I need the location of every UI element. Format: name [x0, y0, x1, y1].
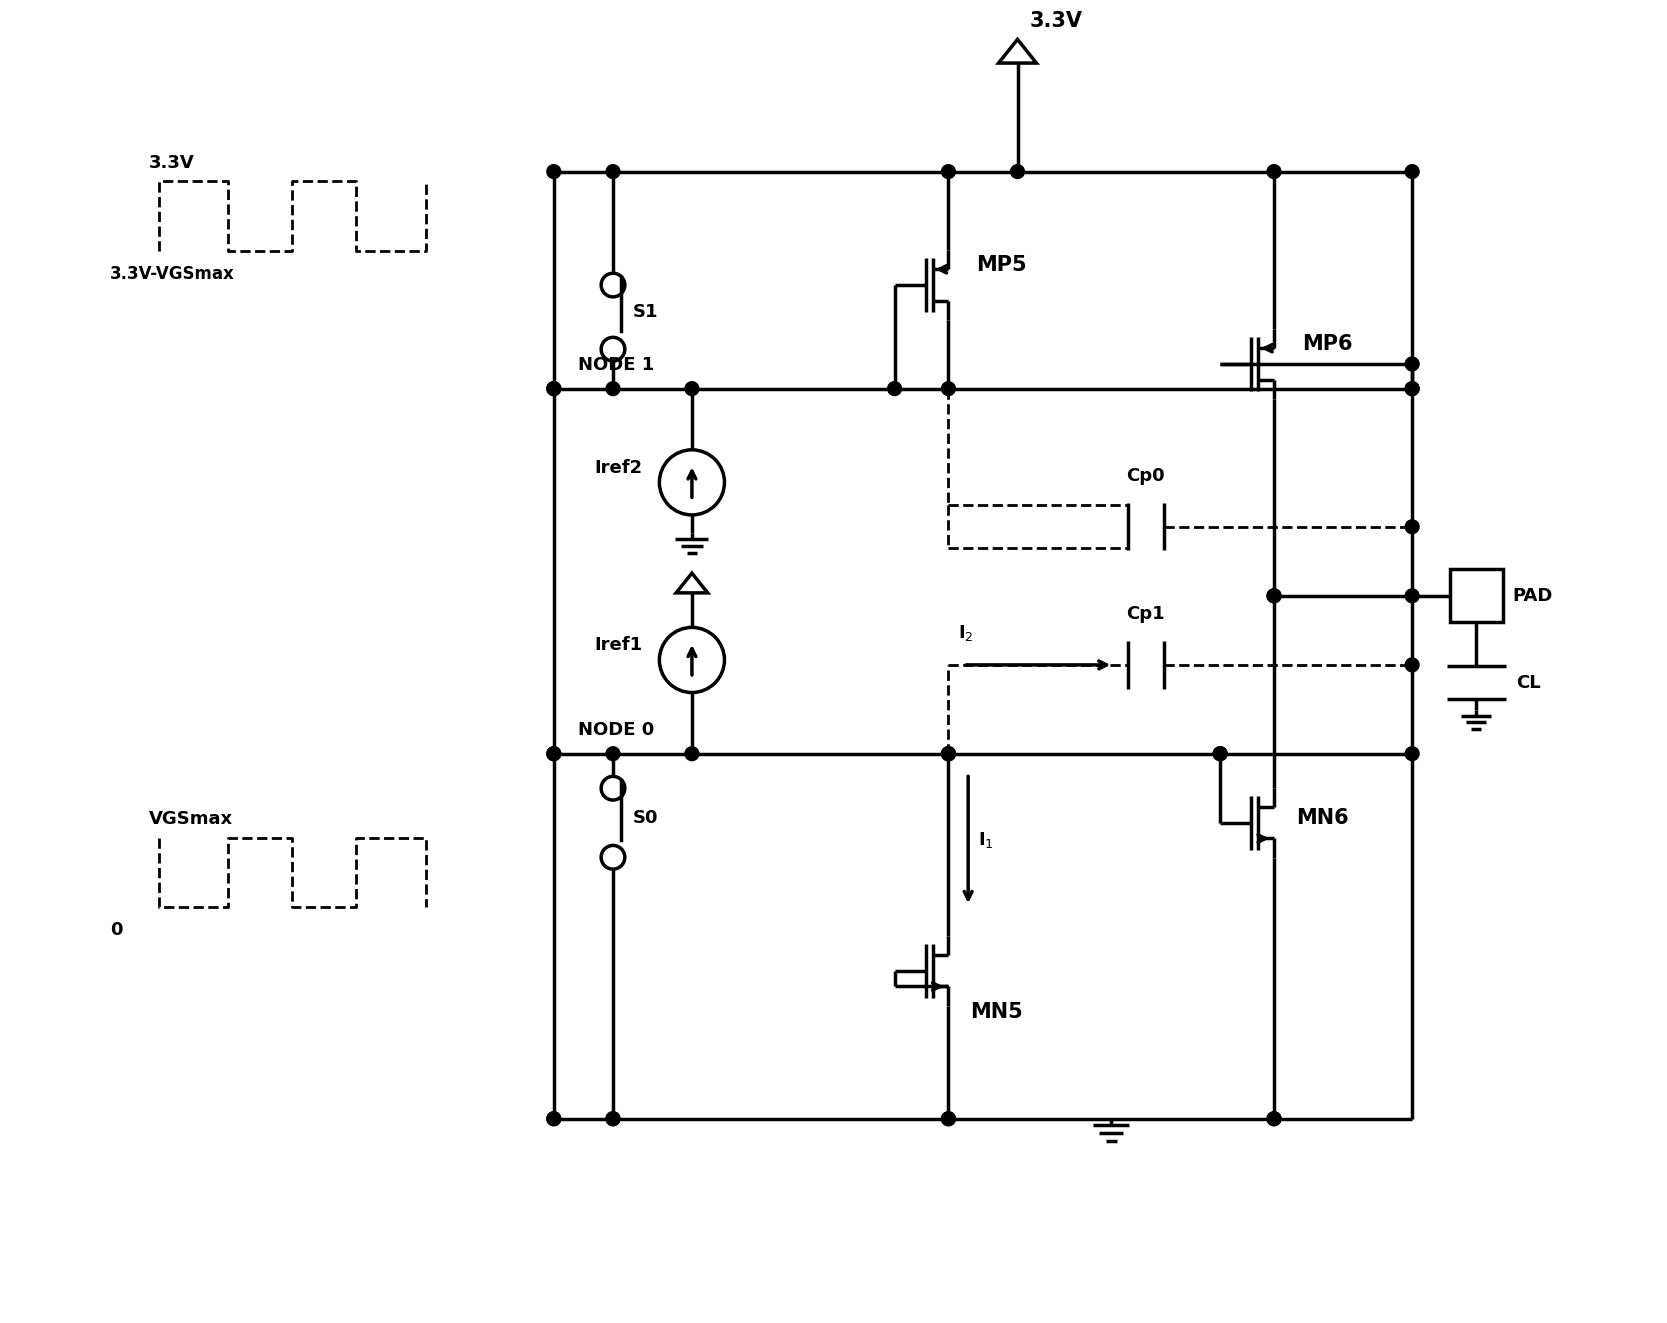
- Text: MN6: MN6: [1295, 808, 1349, 828]
- Circle shape: [1405, 658, 1419, 672]
- Text: MP5: MP5: [977, 255, 1027, 275]
- Circle shape: [607, 1111, 620, 1126]
- Circle shape: [942, 746, 955, 761]
- Text: NODE 0: NODE 0: [578, 721, 655, 738]
- Circle shape: [1405, 357, 1419, 370]
- Circle shape: [1405, 589, 1419, 603]
- Circle shape: [1267, 1111, 1280, 1126]
- Circle shape: [942, 746, 955, 761]
- Circle shape: [607, 382, 620, 396]
- Circle shape: [547, 1111, 560, 1126]
- Text: CL: CL: [1515, 673, 1540, 692]
- Circle shape: [547, 1111, 560, 1126]
- Text: PAD: PAD: [1512, 587, 1554, 605]
- Circle shape: [1214, 746, 1227, 761]
- Circle shape: [942, 164, 955, 179]
- Circle shape: [685, 746, 698, 761]
- Circle shape: [607, 1111, 620, 1126]
- Text: 3.3V-VGSmax: 3.3V-VGSmax: [110, 266, 235, 283]
- Circle shape: [1405, 746, 1419, 761]
- Text: Iref1: Iref1: [595, 636, 642, 654]
- Circle shape: [887, 382, 902, 396]
- Circle shape: [547, 164, 560, 179]
- Text: NODE 1: NODE 1: [578, 356, 655, 374]
- Text: Cp0: Cp0: [1127, 467, 1165, 486]
- Text: Iref2: Iref2: [595, 459, 642, 476]
- Circle shape: [1405, 382, 1419, 396]
- Text: I$_2$: I$_2$: [959, 623, 974, 643]
- Circle shape: [1405, 382, 1419, 396]
- Circle shape: [1267, 164, 1280, 179]
- Text: 3.3V: 3.3V: [150, 153, 195, 172]
- Text: S1: S1: [633, 303, 658, 321]
- Circle shape: [547, 382, 560, 396]
- Text: Cp1: Cp1: [1127, 606, 1165, 623]
- FancyBboxPatch shape: [1450, 569, 1504, 622]
- Circle shape: [942, 746, 955, 761]
- Text: 3.3V: 3.3V: [1029, 12, 1082, 32]
- Text: 0: 0: [110, 921, 122, 939]
- Circle shape: [1214, 746, 1227, 761]
- Circle shape: [607, 746, 620, 761]
- Circle shape: [547, 746, 560, 761]
- Circle shape: [1267, 589, 1280, 603]
- Circle shape: [547, 382, 560, 396]
- Circle shape: [1267, 1111, 1280, 1126]
- Text: I$_1$: I$_1$: [979, 830, 994, 849]
- Circle shape: [1267, 589, 1280, 603]
- Text: S0: S0: [633, 808, 658, 827]
- Circle shape: [607, 164, 620, 179]
- Circle shape: [685, 382, 698, 396]
- Text: MN5: MN5: [970, 1003, 1024, 1023]
- Text: MP6: MP6: [1302, 335, 1352, 355]
- Circle shape: [942, 1111, 955, 1126]
- Circle shape: [1405, 164, 1419, 179]
- Circle shape: [1405, 520, 1419, 533]
- Circle shape: [942, 382, 955, 396]
- Circle shape: [1010, 164, 1025, 179]
- Circle shape: [942, 1111, 955, 1126]
- Circle shape: [547, 746, 560, 761]
- Text: VGSmax: VGSmax: [150, 810, 233, 828]
